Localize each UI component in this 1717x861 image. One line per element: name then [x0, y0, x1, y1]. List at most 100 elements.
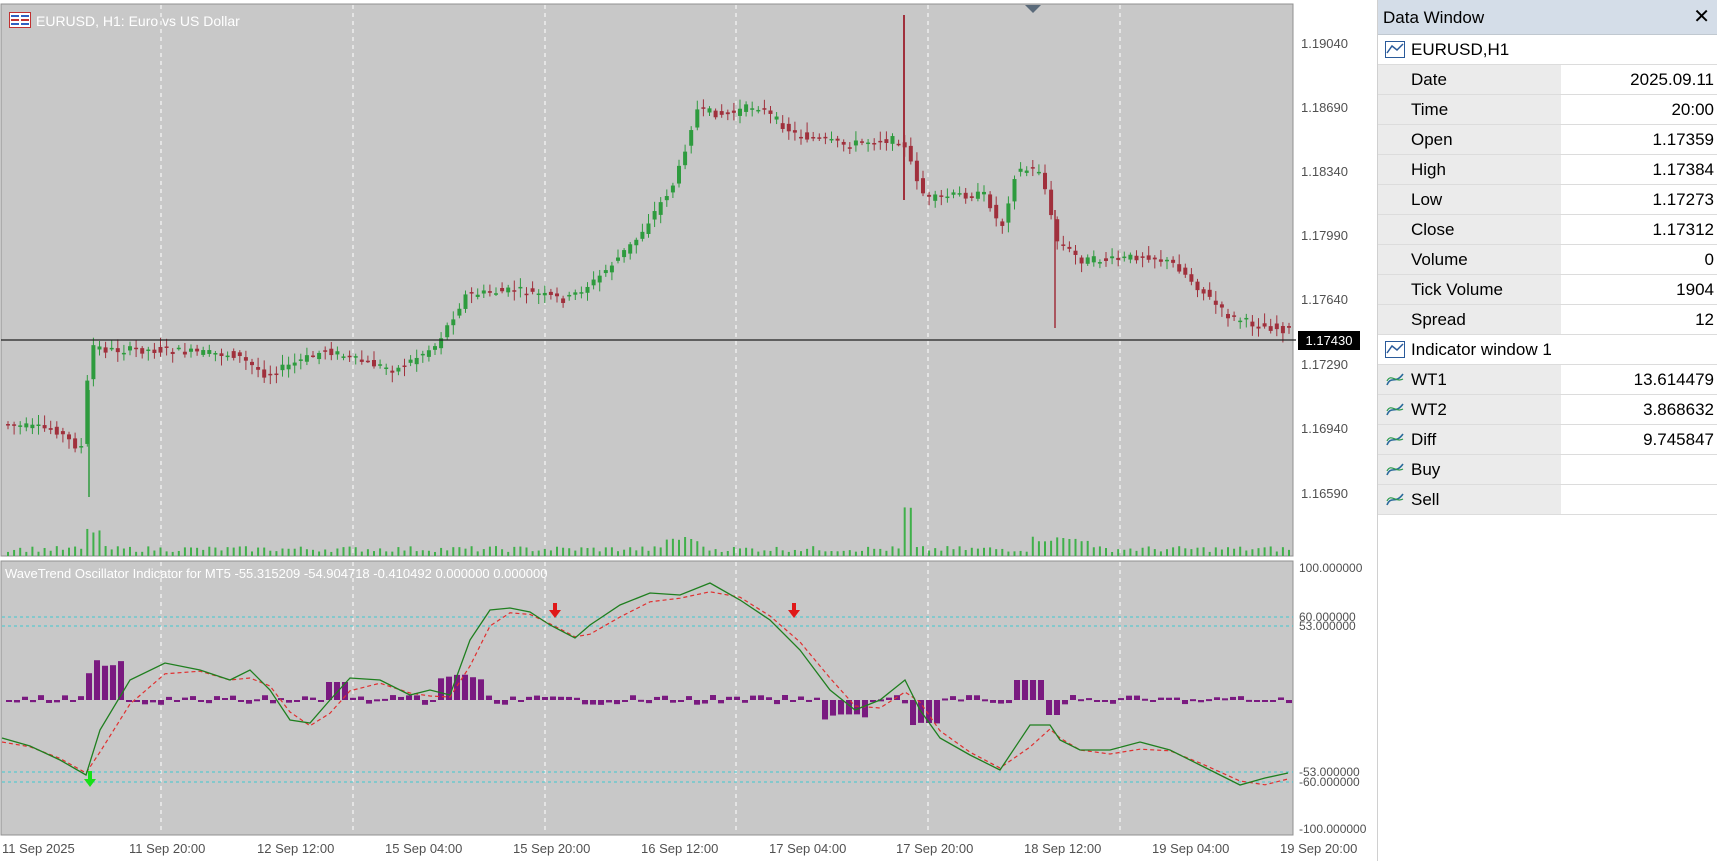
histogram-bar	[14, 700, 20, 703]
histogram-bar	[774, 700, 780, 705]
volume-bar	[244, 546, 247, 556]
price-chart[interactable]	[0, 0, 1296, 558]
histogram-bar	[166, 696, 172, 700]
histogram-bar	[1222, 698, 1228, 701]
volume-bar	[867, 546, 870, 556]
symbol-section-row[interactable]: EURUSD,H1	[1378, 35, 1717, 65]
volume-bar	[446, 550, 449, 556]
indicator-row-sell: Sell	[1378, 485, 1717, 515]
histogram-bar	[710, 695, 716, 700]
histogram-bar	[1054, 700, 1060, 715]
volume-bar	[385, 551, 388, 556]
histogram-bar	[566, 696, 572, 700]
volume-bar	[354, 547, 357, 556]
candle-body	[189, 348, 193, 352]
candle-body	[1073, 250, 1078, 255]
volume-bar	[824, 551, 827, 556]
close-icon[interactable]: ✕	[1693, 6, 1710, 28]
indicator-section-row[interactable]: Indicator window 1	[1378, 335, 1717, 365]
volume-bar	[440, 547, 443, 556]
histogram-bar	[446, 676, 452, 700]
volume-bar	[342, 547, 345, 556]
candle-body	[774, 116, 779, 120]
candle-body	[201, 350, 206, 355]
row-value: 1.17273	[1652, 190, 1714, 209]
candle-body	[756, 109, 761, 112]
volume-bar	[257, 547, 260, 556]
candle-body	[481, 290, 486, 294]
candle-body	[1024, 170, 1029, 173]
candle-body	[329, 348, 334, 356]
volume-bar	[1141, 547, 1144, 556]
volume-bar	[1196, 547, 1199, 556]
histogram-bar	[630, 695, 636, 700]
candle-body	[829, 138, 834, 141]
candle-body	[36, 424, 41, 427]
candle-body	[951, 192, 956, 195]
volume-bar	[366, 549, 369, 556]
candle-body	[1238, 320, 1243, 323]
volume-bar	[964, 550, 967, 556]
volume-bar	[397, 547, 400, 556]
volume-bar	[1123, 549, 1126, 556]
candle-body	[689, 130, 694, 146]
price-plot-background	[0, 3, 1294, 557]
candle-body	[420, 353, 425, 356]
row-value: 13.614479	[1633, 370, 1714, 389]
data-row-volume: Volume 0	[1378, 245, 1717, 275]
row-label: WT2	[1411, 400, 1447, 419]
histogram-bar	[150, 700, 156, 703]
candle-body	[268, 373, 273, 376]
candle-body	[182, 351, 187, 355]
volume-bar	[1227, 547, 1229, 556]
histogram-bar	[718, 700, 724, 704]
volume-bar	[806, 548, 809, 556]
volume-bar	[251, 551, 253, 556]
volume-bar	[13, 549, 16, 556]
candle-body	[219, 353, 224, 357]
histogram-bar	[246, 700, 252, 704]
histogram-bar	[1062, 700, 1068, 705]
data-window-header: Data Window ✕	[1378, 0, 1717, 35]
row-value: 1.17384	[1652, 160, 1714, 179]
time-tick: 17 Sep 20:00	[896, 841, 974, 856]
candle-body	[683, 151, 688, 166]
volume-bar	[562, 547, 565, 556]
volume-bar	[19, 547, 22, 556]
volume-bar	[482, 549, 485, 556]
volume-bar	[68, 547, 70, 556]
candle-body	[640, 231, 645, 239]
time-tick: 19 Sep 04:00	[1152, 841, 1230, 856]
candle-body	[853, 140, 858, 146]
histogram-bar	[1254, 700, 1260, 702]
candle-body	[750, 108, 755, 110]
histogram-bar	[326, 682, 332, 700]
volume-bar	[751, 548, 754, 556]
histogram-bar	[662, 695, 668, 700]
candle-body	[390, 370, 395, 373]
histogram-bar	[190, 696, 196, 700]
candle-body	[670, 185, 675, 193]
chart-shift-marker[interactable]	[1025, 5, 1041, 13]
histogram-bar	[526, 696, 532, 700]
volume-bar	[409, 546, 412, 556]
candle-body	[1122, 256, 1127, 259]
volume-bar	[1251, 549, 1254, 556]
volume-bar	[49, 550, 52, 556]
candle-body	[475, 294, 480, 297]
candle-body	[311, 355, 315, 358]
time-tick: 11 Sep 20:00	[129, 841, 206, 856]
osc-tick: -100.000000	[1299, 822, 1367, 836]
row-label: Close	[1411, 220, 1455, 239]
volume-bar	[403, 550, 406, 556]
candle-body	[109, 347, 114, 350]
volume-bar	[1044, 541, 1046, 556]
histogram-bar	[582, 700, 588, 705]
histogram-bar	[206, 700, 212, 704]
oscillator-chart[interactable]	[0, 560, 1296, 836]
volume-bar	[873, 548, 876, 556]
volume-bar	[104, 546, 107, 556]
chart-area[interactable]: EURUSD, H1: Euro vs US Dollar WaveTrend …	[0, 0, 1375, 861]
data-window-panel[interactable]: Data Window ✕ EURUSD,H1 Date 2025.09.11 T…	[1377, 0, 1717, 861]
volume-bar	[458, 547, 461, 556]
